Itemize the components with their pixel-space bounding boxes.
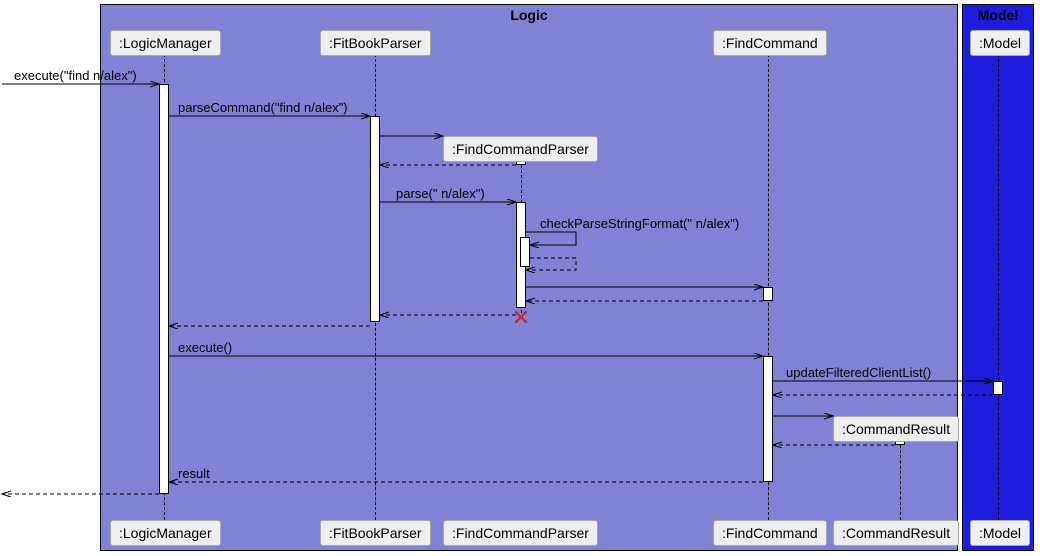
participant-findcommand-bot: :FindCommand [713, 520, 827, 546]
participant-commandresult-mid: :CommandResult [833, 416, 959, 442]
msg-label: execute() [178, 340, 232, 355]
lifeline-model [998, 54, 999, 520]
participant-fitbookparser-bot: :FitBookParser [320, 520, 431, 546]
participant-model-top: :Model [970, 30, 1030, 56]
activation [370, 116, 380, 322]
participant-findcommandparser-bot: :FindCommandParser [443, 520, 598, 546]
logic-box-title: Logic [510, 7, 547, 23]
activation [763, 287, 773, 301]
msg-label: updateFilteredClientList() [786, 365, 931, 380]
activation [159, 84, 169, 494]
lifeline-commandresult [900, 440, 901, 520]
msg-label: parseCommand("find n/alex") [178, 100, 348, 115]
msg-label: result [178, 466, 210, 481]
destroy-icon: ✕ [512, 305, 530, 331]
activation [993, 381, 1003, 395]
msg-label: checkParseStringFormat(" n/alex") [540, 216, 739, 231]
participant-commandresult-bot: :CommandResult [833, 520, 959, 546]
participant-model-bot: :Model [970, 520, 1030, 546]
activation [763, 356, 773, 482]
participant-findcommand-top: :FindCommand [713, 30, 827, 56]
msg-label: execute("find n/alex") [14, 68, 137, 83]
model-box-title: Model [978, 7, 1018, 23]
participant-logicmanager-top: :LogicManager [110, 30, 221, 56]
participant-fitbookparser-top: :FitBookParser [320, 30, 431, 56]
msg-label: parse(" n/alex") [396, 186, 485, 201]
participant-logicmanager-bot: :LogicManager [110, 520, 221, 546]
logic-box: Logic [100, 4, 958, 551]
activation [520, 237, 530, 267]
participant-findcommandparser-mid: :FindCommandParser [443, 136, 598, 162]
sequence-diagram: Logic Model :LogicManager :FitBookParser… [0, 0, 1040, 556]
